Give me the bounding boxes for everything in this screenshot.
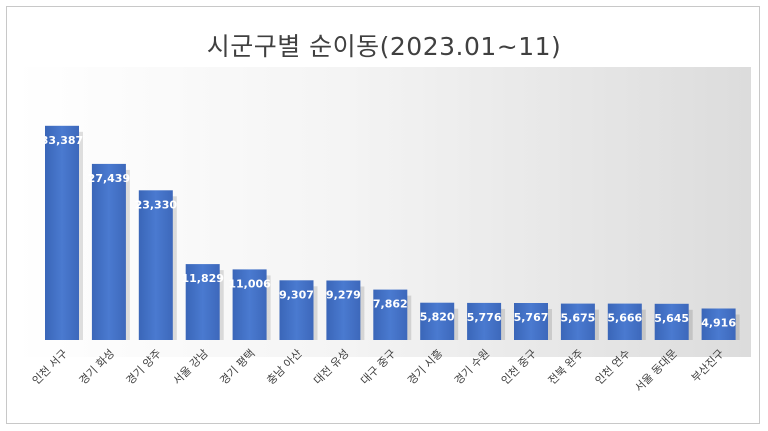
data-label: 11,006 bbox=[228, 277, 271, 290]
tick-label: 경기 시흥 bbox=[404, 346, 445, 387]
bar bbox=[467, 302, 502, 340]
data-label: 5,820 bbox=[420, 311, 455, 324]
data-label: 4,916 bbox=[701, 317, 736, 330]
data-label: 5,666 bbox=[607, 312, 642, 325]
tick-label: 경기 화성 bbox=[77, 347, 117, 387]
bar bbox=[607, 303, 642, 340]
bar bbox=[654, 303, 689, 340]
tick-label: 대전 유성 bbox=[311, 347, 351, 387]
data-label: 7,862 bbox=[373, 298, 408, 311]
tick-label: 경기 평택 bbox=[217, 347, 257, 387]
bar bbox=[138, 190, 173, 340]
bar bbox=[514, 303, 548, 340]
bar bbox=[373, 289, 408, 340]
data-label: 23,330 bbox=[135, 198, 178, 211]
data-label: 9,279 bbox=[326, 289, 361, 302]
data-label: 5,767 bbox=[514, 311, 549, 324]
tick-label: 인천 연수 bbox=[592, 346, 633, 387]
tick-label: 인천 서구 bbox=[29, 346, 70, 387]
tick-label: 경기 양주 bbox=[124, 347, 164, 387]
tick-label: 경기 수원 bbox=[452, 347, 492, 387]
tick-label: 충남 아산 bbox=[264, 347, 304, 387]
bar bbox=[279, 280, 314, 340]
data-label: 5,776 bbox=[467, 311, 502, 324]
bars-layer bbox=[45, 125, 740, 340]
data-label: 5,645 bbox=[654, 312, 689, 325]
bar bbox=[45, 125, 79, 340]
value-labels-layer: 33,387 27,439 23,330 11,829 11,006 9,307 9,279… bbox=[41, 134, 737, 330]
bar bbox=[185, 264, 220, 340]
bar bbox=[701, 308, 736, 340]
data-label: 9,307 bbox=[279, 288, 314, 301]
data-label: 11,829 bbox=[181, 272, 223, 285]
category-labels-layer: 인천 서구 경기 화성 경기 양주 서울 강남 경기 평택 충남 아산 대전 유성 대구 중구… bbox=[29, 346, 727, 394]
bar bbox=[91, 163, 126, 340]
chart-title: 시군구별 순이동(2023.01~11) bbox=[206, 32, 562, 61]
data-label: 27,439 bbox=[88, 172, 130, 185]
bar bbox=[326, 280, 361, 340]
tick-label: 인천 중구 bbox=[498, 346, 539, 387]
tick-label: 부산진구 bbox=[689, 347, 727, 385]
tick-label: 서울 동대문 bbox=[632, 347, 679, 394]
tick-label: 대구 중구 bbox=[358, 347, 398, 387]
bar bbox=[560, 303, 595, 340]
bar bbox=[420, 302, 455, 340]
data-label: 5,675 bbox=[561, 312, 596, 325]
bar bbox=[232, 269, 267, 340]
data-label: 33,387 bbox=[41, 134, 83, 147]
tick-label: 서울 강남 bbox=[171, 347, 211, 387]
tick-label: 전북 완주 bbox=[546, 347, 586, 387]
